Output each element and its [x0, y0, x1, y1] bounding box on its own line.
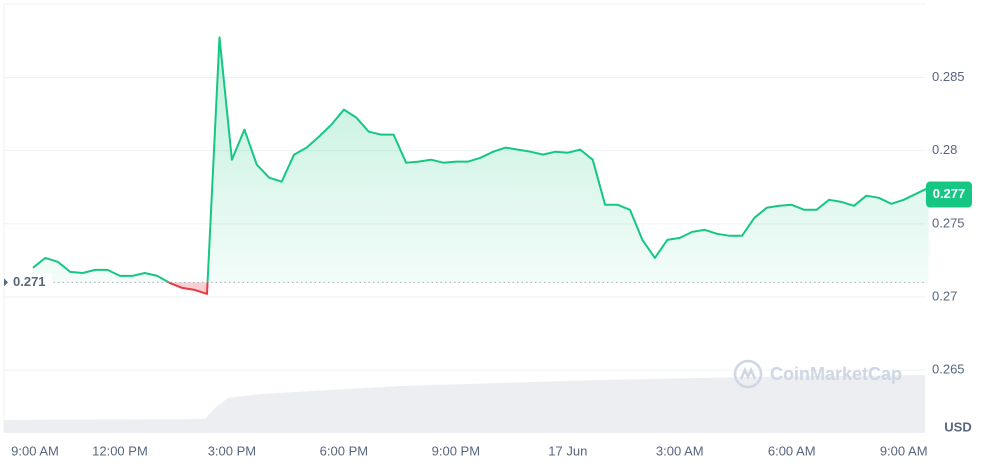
x-tick-label: 17 Jun [548, 443, 587, 458]
y-tick-label: 0.285 [932, 69, 965, 84]
reference-label-bg [8, 273, 52, 292]
x-tick-label: 12:00 PM [92, 443, 148, 458]
x-tick-label: 9:00 PM [432, 443, 480, 458]
x-tick-label: 6:00 AM [768, 443, 816, 458]
reference-marker [4, 278, 8, 287]
watermark-logo-mark [739, 366, 757, 381]
x-tick-label: 9:00 AM [11, 443, 59, 458]
price-line-below [166, 282, 209, 295]
area-above [32, 37, 929, 283]
current-price-label: 0.277 [933, 186, 966, 201]
x-tick-label: 9:00 AM [880, 443, 928, 458]
y-tick-label: 0.28 [932, 142, 957, 157]
y-tick-label: 0.27 [932, 288, 957, 303]
y-unit: USD [944, 419, 971, 434]
y-tick-label: 0.265 [932, 362, 965, 377]
x-tick-label: 3:00 AM [656, 443, 704, 458]
x-tick-label: 6:00 PM [320, 443, 368, 458]
reference-label: 0.271 [13, 274, 46, 289]
volume-area [4, 375, 925, 433]
y-tick-label: 0.275 [932, 215, 965, 230]
price-line [32, 36, 930, 283]
watermark: CoinMarketCap [733, 359, 902, 389]
x-tick-label: 3:00 PM [208, 443, 256, 458]
watermark-logo [733, 359, 763, 389]
watermark-text: CoinMarketCap [770, 364, 902, 384]
current-price-badge [926, 181, 972, 208]
